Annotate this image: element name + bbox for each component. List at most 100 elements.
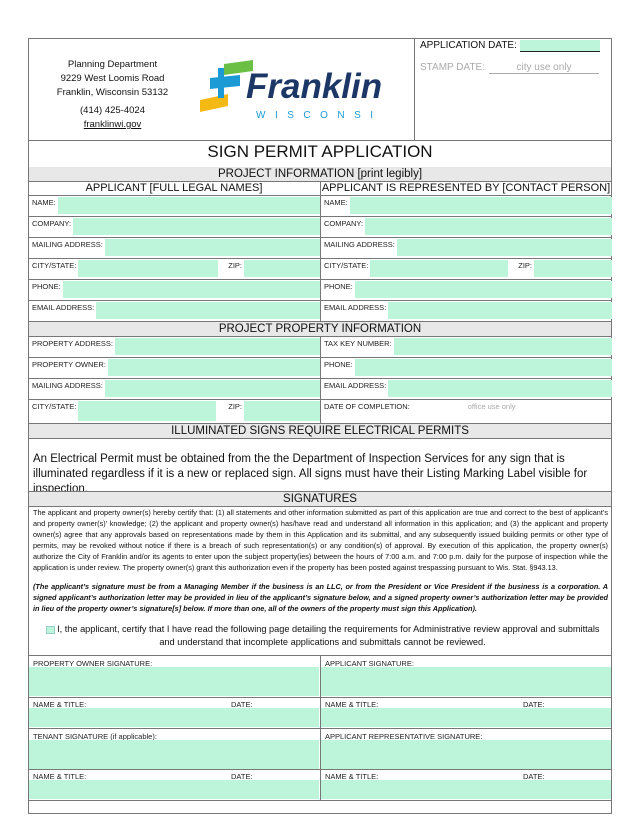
tenant-signature-field[interactable] — [29, 740, 319, 769]
applicant-company-field[interactable] — [73, 218, 320, 235]
applicant-email-field[interactable] — [96, 302, 320, 319]
label: EMAIL ADDRESS: — [32, 303, 95, 312]
contact-phone-row: PHONE: — [320, 279, 612, 300]
department-info: Planning Department 9229 West Loomis Roa… — [40, 58, 185, 132]
applicant-company-row: COMPANY: — [28, 216, 320, 237]
owner-name-title-field[interactable] — [29, 708, 319, 727]
label: PROPERTY ADDRESS: — [32, 339, 113, 348]
contact-company-row: COMPANY: — [320, 216, 612, 237]
label: MAILING ADDRESS: — [32, 381, 103, 390]
property-info-heading: PROJECT PROPERTY INFORMATION — [29, 322, 611, 336]
website-link[interactable]: franklinwi.gov — [83, 119, 142, 130]
tenant-name-title-label: NAME & TITLE: — [33, 772, 87, 781]
label: ZIP: — [228, 402, 242, 411]
contact-city-row: CITY/STATE: ZIP: — [320, 258, 612, 279]
applicant-city-field[interactable] — [78, 260, 219, 277]
stamp-date-note: city use only — [489, 62, 600, 74]
contact-name-field[interactable] — [349, 197, 612, 214]
label: COMPANY: — [32, 219, 72, 228]
tenant-signature-label: TENANT SIGNATURE (if applicable): — [33, 732, 157, 741]
contact-mailing-field[interactable] — [396, 239, 612, 256]
applicant-phone-field[interactable] — [62, 281, 320, 298]
label: MAILING ADDRESS: — [32, 240, 103, 249]
applicant-name-row: NAME: — [28, 195, 320, 216]
dept-name: Planning Department — [67, 59, 158, 70]
label: PROPERTY OWNER: — [32, 360, 106, 369]
property-owner-field[interactable] — [107, 359, 320, 376]
label: NAME: — [324, 198, 348, 207]
rep-signature-field[interactable] — [321, 740, 611, 769]
contact-email-field[interactable] — [388, 302, 612, 319]
form-border — [28, 38, 612, 814]
label: CITY/STATE: — [324, 261, 369, 270]
property-phone-row: PHONE: — [320, 357, 612, 378]
property-email-field[interactable] — [388, 380, 612, 397]
label: EMAIL ADDRESS: — [324, 303, 387, 312]
certify-checkbox-row: I, the applicant, certify that I have re… — [40, 623, 605, 648]
property-mailing-row: MAILING ADDRESS: — [28, 378, 320, 399]
dept-phone: (414) 425-4024 — [80, 105, 145, 116]
contact-zip-field[interactable] — [534, 260, 612, 277]
label: ZIP: — [228, 261, 242, 270]
property-zip-field[interactable] — [244, 401, 320, 421]
label: COMPANY: — [324, 219, 364, 228]
property-mailing-field[interactable] — [104, 380, 320, 397]
property-email-row: EMAIL ADDRESS: — [320, 378, 612, 399]
tenant-name-title-field[interactable] — [29, 780, 319, 799]
label: ZIP: — [518, 261, 532, 270]
application-date: APPLICATION DATE: — [420, 40, 600, 52]
label: TAX KEY NUMBER: — [324, 339, 392, 348]
applicant-mailing-row: MAILING ADDRESS: — [28, 237, 320, 258]
dept-address2: Franklin, Wisconsin 53132 — [56, 87, 169, 98]
owner-name-title-label: NAME & TITLE: — [33, 700, 87, 709]
label: MAILING ADDRESS: — [324, 240, 395, 249]
rep-signature-label: APPLICANT REPRESENTATIVE SIGNATURE: — [325, 732, 483, 741]
page-title: SIGN PERMIT APPLICATION — [207, 142, 433, 161]
applicant-city-row: CITY/STATE: ZIP: — [28, 258, 320, 279]
property-address-field[interactable] — [115, 338, 320, 355]
label: PHONE: — [32, 282, 61, 291]
contact-phone-field[interactable] — [354, 281, 612, 298]
application-date-field[interactable] — [519, 40, 600, 52]
contact-email-row: EMAIL ADDRESS: — [320, 300, 612, 321]
svg-text:Franklin: Franklin — [246, 67, 382, 106]
certification-text: The applicant and property owner(s) here… — [33, 508, 608, 572]
contact-company-field[interactable] — [365, 218, 612, 235]
franklin-logo: Franklin WISCONSIN — [200, 60, 383, 121]
contact-city-field[interactable] — [370, 260, 509, 277]
applicant-signature-field[interactable] — [321, 667, 611, 696]
label: CITY/STATE: — [32, 261, 77, 270]
property-city-row: CITY/STATE: ZIP: — [28, 399, 320, 423]
completion-row: DATE OF COMPLETION: office use only — [320, 399, 612, 423]
applicant-name-field[interactable] — [57, 197, 320, 214]
rep-name-title-field[interactable] — [321, 780, 611, 799]
application-date-label: APPLICATION DATE: — [420, 40, 517, 51]
applicant-email-row: EMAIL ADDRESS: — [28, 300, 320, 321]
electrical-heading: ILLUMINATED SIGNS REQUIRE ELECTRICAL PER… — [29, 424, 611, 438]
label: CITY/STATE: — [32, 402, 77, 411]
applicant-zip-field[interactable] — [244, 260, 320, 277]
electrical-text: An Electrical Permit must be obtained fr… — [33, 453, 588, 495]
contact-mailing-row: MAILING ADDRESS: — [320, 237, 612, 258]
applicant-name-title-label: NAME & TITLE: — [325, 700, 379, 709]
applicant-phone-row: PHONE: — [28, 279, 320, 300]
applicant-name-title-field[interactable] — [321, 708, 611, 727]
contact-name-row: NAME: — [320, 195, 612, 216]
certify-checkbox[interactable] — [45, 625, 55, 634]
tax-key-field[interactable] — [393, 338, 612, 355]
label: PHONE: — [324, 282, 353, 291]
label: NAME: — [32, 198, 56, 207]
stamp-date: STAMP DATE: city use only — [420, 62, 600, 74]
label: DATE OF COMPLETION: — [324, 402, 410, 411]
signature-note: (The applicant’s signature must be from … — [33, 582, 608, 613]
owner-signature-field[interactable] — [29, 667, 319, 696]
property-phone-field[interactable] — [354, 359, 612, 376]
applicant-mailing-field[interactable] — [104, 239, 320, 256]
signatures-heading: SIGNATURES — [29, 492, 611, 506]
dept-address1: 9229 West Loomis Road — [60, 73, 165, 84]
label: PHONE: — [324, 360, 353, 369]
property-city-field[interactable] — [78, 401, 217, 421]
applicant-date-label: DATE: — [523, 700, 545, 709]
applicant-signature-label: APPLICANT SIGNATURE: — [325, 659, 414, 668]
completion-note: office use only — [467, 402, 516, 411]
